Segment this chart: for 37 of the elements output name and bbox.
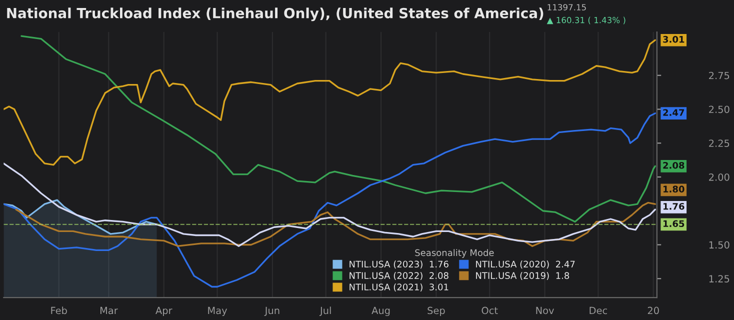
data-label: 1.80 xyxy=(664,186,684,193)
line-series xyxy=(4,162,656,247)
legend-label: NTIL.USA (2019) 1.8 xyxy=(476,272,570,280)
x-tick-label: Dec xyxy=(590,306,607,314)
x-tick-label: Sep xyxy=(428,306,445,316)
y-tick-label: 2.00 xyxy=(709,173,730,181)
x-tick-label: Apr xyxy=(156,306,172,316)
data-label: 3.01 xyxy=(663,36,684,43)
x-tick-label: May xyxy=(208,306,228,316)
data-label: 1.76 xyxy=(664,202,684,210)
y-tick-label: 1.25 xyxy=(709,275,730,282)
line-series xyxy=(15,202,656,247)
line-series xyxy=(20,35,656,223)
x-tick-label: Mar xyxy=(100,306,118,314)
text: 11397.15 xyxy=(548,4,586,10)
legend-title: Seasonality Mode xyxy=(415,249,494,258)
x-tick-label: Jun xyxy=(264,306,280,316)
line-series xyxy=(4,39,656,166)
x-tick-label: 20 xyxy=(648,306,659,314)
text: ▲ 160.31 ( 1.43% ) xyxy=(546,16,626,24)
legend-label: NTIL.USA (2020) 2.47 xyxy=(476,260,575,269)
y-tick-label: 1.50 xyxy=(709,241,730,249)
ref-line-label: 1.65 xyxy=(664,220,684,228)
x-tick-label: Nov xyxy=(536,306,554,314)
y-tick-label: 2.25 xyxy=(709,140,730,147)
data-label: 2.47 xyxy=(663,109,684,116)
chart-title: National Truckload Index (Linehaul Only), (United States of America) xyxy=(7,8,544,22)
x-tick-label: Aug xyxy=(372,306,390,316)
x-tick-label: Jul xyxy=(319,306,331,316)
x-tick-label: Oct xyxy=(482,306,498,314)
legend-label: NTIL.USA (2021) 3.01 xyxy=(350,283,448,292)
legend-label: NTIL.USA (2022) 2.08 xyxy=(350,272,448,280)
legend-label: NTIL.USA (2023) 1.76 xyxy=(350,260,448,269)
y-tick-label: 2.50 xyxy=(709,106,730,114)
x-tick-label: Feb xyxy=(51,306,67,314)
data-label: 2.08 xyxy=(663,162,684,169)
y-tick-label: 2.75 xyxy=(709,72,730,80)
